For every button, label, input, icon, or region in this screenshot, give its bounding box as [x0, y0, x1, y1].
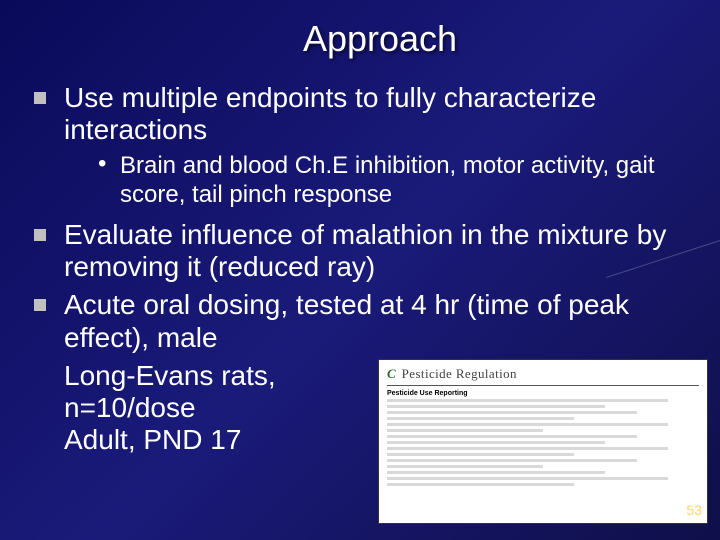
thumbnail-subhead: Pesticide Use Reporting	[387, 390, 699, 397]
thumbnail-text-line	[387, 453, 574, 456]
sub-bullet-item: Brain and blood Ch.E inhibition, motor a…	[64, 152, 686, 209]
bullet-text: Use multiple endpoints to fully characte…	[64, 82, 596, 145]
bullet-text: Acute oral dosing, tested at 4 hr (time …	[64, 289, 629, 352]
sub-bullet-text: Brain and blood Ch.E inhibition, motor a…	[120, 152, 655, 207]
thumbnail-header: C Pesticide Regulation	[387, 366, 699, 386]
thumbnail-text-line	[387, 423, 668, 426]
thumbnail-logo-text: Pesticide Regulation	[402, 366, 517, 382]
bullet-list-l1: Use multiple endpoints to fully characte…	[34, 82, 686, 354]
thumbnail-text-line	[387, 435, 637, 438]
thumbnail-text-line	[387, 399, 668, 402]
bullet-item: Evaluate influence of malathion in the m…	[34, 219, 686, 283]
slide-number: 53	[686, 502, 702, 518]
document-thumbnail: C Pesticide Regulation Pesticide Use Rep…	[378, 359, 708, 524]
thumbnail-text-line	[387, 417, 574, 420]
thumbnail-logo-icon: C	[387, 366, 396, 382]
thumbnail-text-line	[387, 471, 605, 474]
thumbnail-text-line	[387, 429, 543, 432]
thumbnail-text-line	[387, 483, 574, 486]
bullet-item: Use multiple endpoints to fully characte…	[34, 82, 686, 209]
thumbnail-text-line	[387, 459, 637, 462]
slide-title: Approach	[74, 18, 686, 60]
bullet-list-l2: Brain and blood Ch.E inhibition, motor a…	[64, 152, 686, 209]
slide: Approach Use multiple endpoints to fully…	[0, 0, 720, 540]
thumbnail-text-line	[387, 477, 668, 480]
bullet-item: Acute oral dosing, tested at 4 hr (time …	[34, 289, 686, 353]
thumbnail-text-line	[387, 447, 668, 450]
thumbnail-text-line	[387, 441, 605, 444]
thumbnail-text-line	[387, 405, 605, 408]
bullet-text: Evaluate influence of malathion in the m…	[64, 219, 666, 282]
thumbnail-text-line	[387, 411, 637, 414]
thumbnail-text-line	[387, 465, 543, 468]
